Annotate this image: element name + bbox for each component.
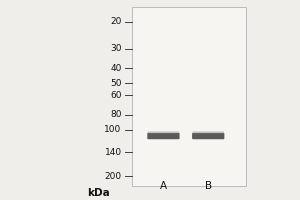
Text: 20: 20 [110,17,122,26]
FancyBboxPatch shape [147,133,180,139]
Text: 200: 200 [104,172,122,181]
Text: 100: 100 [104,125,122,134]
FancyBboxPatch shape [148,131,179,134]
Text: B: B [205,181,212,191]
Text: 40: 40 [110,64,122,73]
FancyBboxPatch shape [192,131,224,134]
Text: 140: 140 [104,148,122,157]
Text: 30: 30 [110,44,122,53]
Text: 60: 60 [110,91,122,100]
Bar [132,7,246,186]
Text: 80: 80 [110,110,122,119]
Text: 50: 50 [110,79,122,88]
Text: A: A [160,181,167,191]
Text: kDa: kDa [87,188,110,198]
FancyBboxPatch shape [192,133,224,139]
